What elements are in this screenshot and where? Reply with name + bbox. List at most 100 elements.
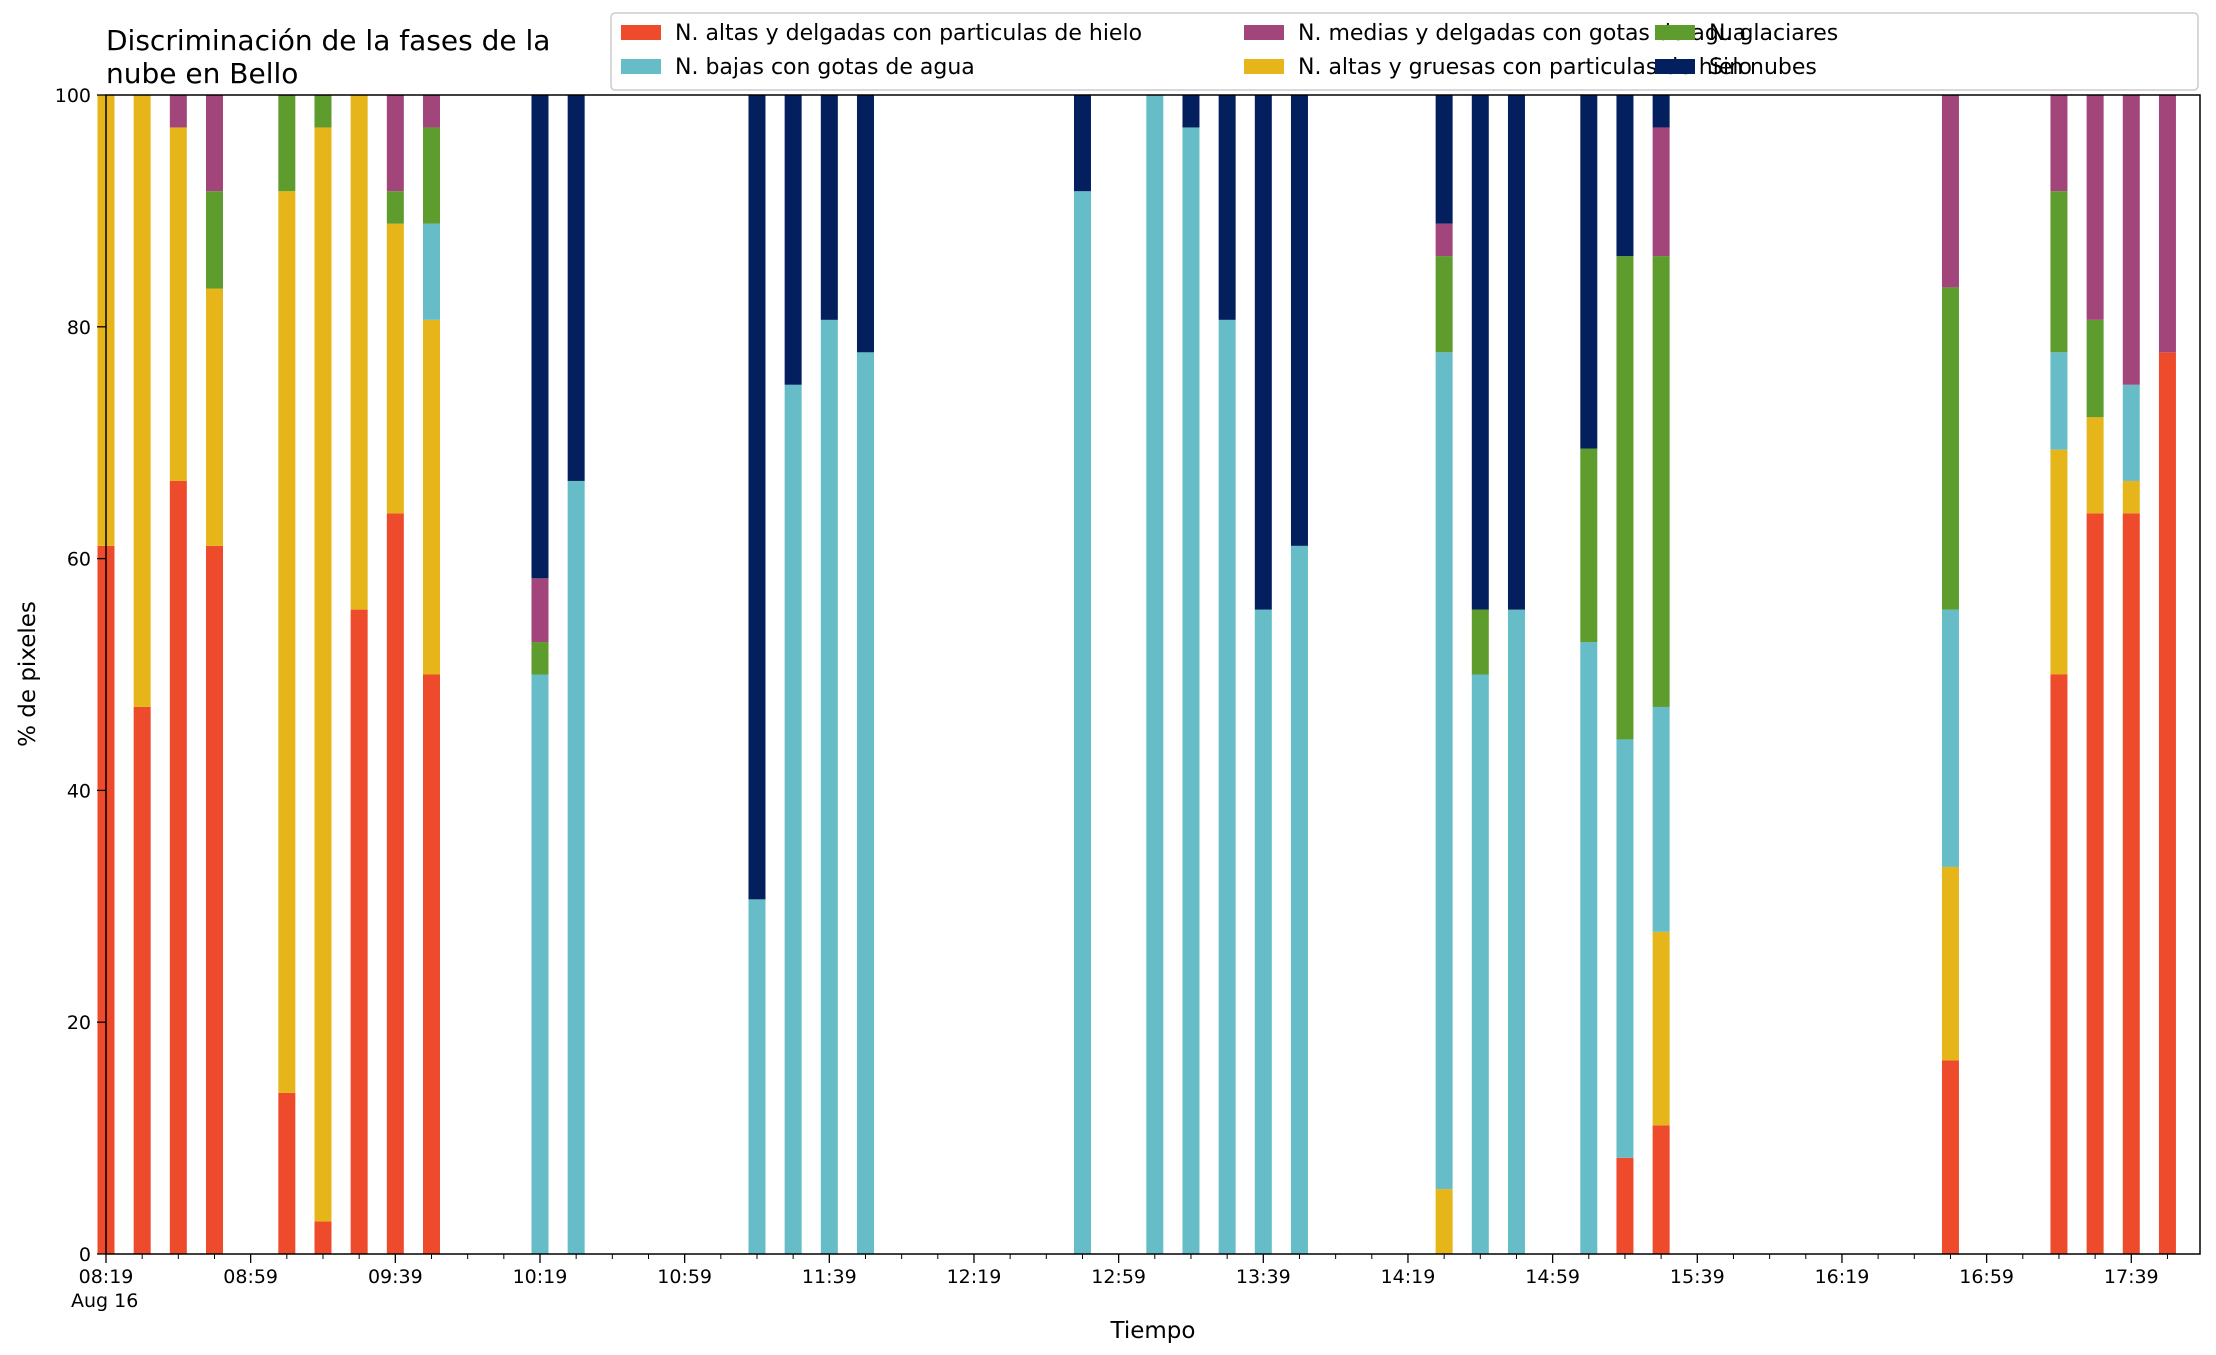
legend-swatch-bajas <box>621 59 661 74</box>
bar-segment-glaciares-26 <box>1652 256 1670 707</box>
x-tick-label-5: 11:39 <box>802 1266 857 1288</box>
bar-segment-medias-2 <box>169 95 187 128</box>
bar-segment-altas_delgadas-29 <box>2086 513 2104 1254</box>
bar-segment-glaciares-4 <box>278 95 296 192</box>
bar-segment-medias-31 <box>2158 95 2176 353</box>
bar-segment-glaciares-7 <box>386 191 404 224</box>
bar-segment-altas_gruesas-27 <box>1941 866 1959 1061</box>
bar-segment-sin_nubes-10 <box>567 95 585 481</box>
bar-segment-bajas-13 <box>820 319 838 1255</box>
x-tick-label-7: 12:59 <box>1091 1266 1146 1288</box>
y-axis-ticks: 0 20 40 60 80 100 <box>55 85 106 1266</box>
bar-segment-medias-29 <box>2086 95 2104 320</box>
bar-segment-altas_gruesas-1 <box>133 95 151 707</box>
x-tick-label-9: 14:19 <box>1381 1266 1436 1288</box>
legend-swatch-medias <box>1244 25 1284 40</box>
y-tick-label-5: 100 <box>55 85 91 107</box>
chart-title-line-2: nube en Bello <box>106 57 298 90</box>
bar-segment-altas_delgadas-1 <box>133 706 151 1254</box>
legend-label-bajas: N. bajas con gotas de agua <box>675 55 975 80</box>
bar-segment-altas_delgadas-28 <box>2050 674 2068 1254</box>
legend-box <box>610 12 2199 91</box>
bar-segment-altas_gruesas-4 <box>278 191 296 1093</box>
legend-swatch-altas_delgadas <box>621 25 661 40</box>
bar-segment-altas_gruesas-6 <box>350 95 368 610</box>
bar-segment-altas_gruesas-28 <box>2050 449 2068 675</box>
bar-segment-altas_delgadas-3 <box>206 545 223 1254</box>
x-tick-label-14: 17:39 <box>2104 1266 2159 1288</box>
legend-swatch-glaciares <box>1655 25 1695 40</box>
bar-segment-bajas-11 <box>748 899 766 1254</box>
bar-segment-medias-26 <box>1652 127 1670 257</box>
bar-segment-glaciares-27 <box>1941 287 1959 610</box>
bar-segment-bajas-12 <box>784 384 802 1254</box>
bar-segment-bajas-8 <box>422 223 440 320</box>
bar-segment-altas_gruesas-30 <box>2122 480 2140 514</box>
bar-segment-altas_gruesas-2 <box>169 127 187 481</box>
bar-segment-altas_delgadas-26 <box>1652 1125 1670 1254</box>
bar-segment-glaciares-28 <box>2050 191 2068 353</box>
legend-swatch-altas_gruesas <box>1244 59 1284 74</box>
bar-segment-altas_gruesas-29 <box>2086 417 2104 514</box>
y-tick-label-4: 80 <box>67 317 91 339</box>
bar-segment-bajas-27 <box>1941 609 1959 867</box>
bar-segment-glaciares-5 <box>314 95 332 128</box>
bar-segment-altas_delgadas-31 <box>2158 352 2176 1254</box>
bar-segment-altas_gruesas-21 <box>1435 1189 1453 1254</box>
legend: N. altas y delgadas con particulas de hi… <box>610 12 2199 91</box>
x-tick-label-10: 14:59 <box>1525 1266 1580 1288</box>
bar-segment-sin_nubes-25 <box>1616 95 1634 257</box>
bar-segment-bajas-18 <box>1218 319 1236 1255</box>
bar-segment-sin_nubes-14 <box>856 95 874 353</box>
bar-segment-sin_nubes-23 <box>1507 95 1525 610</box>
bar-segment-sin_nubes-26 <box>1652 95 1670 128</box>
bar-segment-glaciares-21 <box>1435 256 1453 353</box>
bar-segment-glaciares-25 <box>1616 256 1634 740</box>
bar-segment-glaciares-9 <box>531 642 549 675</box>
x-tick-label-2: 09:39 <box>368 1266 423 1288</box>
bar-segment-bajas-20 <box>1290 545 1308 1254</box>
legend-swatch-sin_nubes <box>1655 59 1695 74</box>
y-tick-label-0: 0 <box>79 1244 91 1266</box>
bar-segment-altas_delgadas-5 <box>314 1221 332 1254</box>
x-tick-label-13: 16:59 <box>1959 1266 2014 1288</box>
x-tick-label-4: 10:59 <box>657 1266 712 1288</box>
legend-label-altas_delgadas: N. altas y delgadas con particulas de hi… <box>675 21 1142 46</box>
bar-segment-bajas-30 <box>2122 384 2140 481</box>
bar-segment-glaciares-22 <box>1471 609 1489 675</box>
bar-segment-bajas-15 <box>1073 191 1091 1255</box>
plot-frame <box>105 94 2201 1255</box>
bar-segment-bajas-28 <box>2050 352 2068 450</box>
bar-segment-sin_nubes-11 <box>748 95 766 900</box>
bar-segment-bajas-17 <box>1182 127 1200 1255</box>
bar-segment-altas_gruesas-7 <box>386 223 404 514</box>
y-tick-label-3: 60 <box>67 549 91 571</box>
bar-segment-altas_delgadas-30 <box>2122 513 2140 1254</box>
bar-segment-glaciares-29 <box>2086 319 2104 418</box>
bar-segment-sin_nubes-18 <box>1218 95 1236 320</box>
bar-segment-medias-28 <box>2050 95 2068 192</box>
x-tick-sublabel-0: Aug 16 <box>71 1290 138 1312</box>
bar-segment-medias-7 <box>386 95 404 192</box>
y-tick-label-1: 20 <box>67 1012 91 1034</box>
x-tick-label-8: 13:39 <box>1236 1266 1291 1288</box>
bar-segment-sin_nubes-19 <box>1254 95 1272 610</box>
bars-group <box>97 95 2176 1255</box>
x-tick-label-6: 12:19 <box>947 1266 1002 1288</box>
legend-label-sin_nubes: Sin nubes <box>1709 55 1817 80</box>
bar-segment-altas_delgadas-27 <box>1941 1060 1959 1254</box>
x-tick-label-3: 10:19 <box>513 1266 568 1288</box>
bar-segment-bajas-10 <box>567 480 585 1254</box>
bar-segment-sin_nubes-12 <box>784 95 802 385</box>
x-tick-label-0: 08:19 <box>79 1266 134 1288</box>
bar-segment-medias-30 <box>2122 95 2140 385</box>
bar-segment-altas_gruesas-8 <box>422 319 440 675</box>
x-axis-label: Tiempo <box>1110 1318 1196 1344</box>
bar-segment-bajas-23 <box>1507 609 1525 1254</box>
bar-segment-bajas-21 <box>1435 352 1453 1190</box>
bar-segment-bajas-25 <box>1616 739 1634 1158</box>
bar-segment-bajas-24 <box>1580 642 1598 1254</box>
